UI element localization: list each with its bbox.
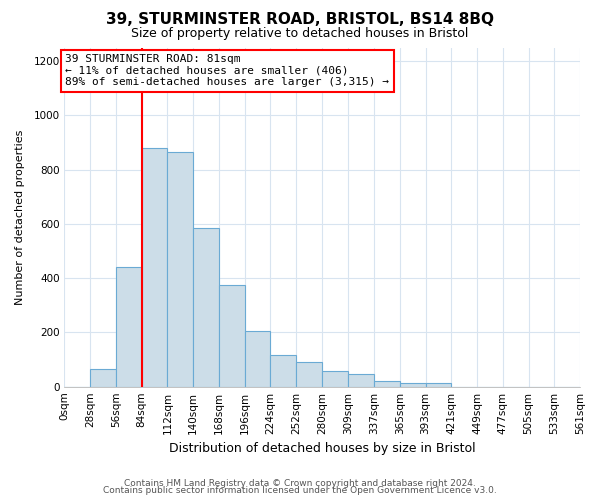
Bar <box>167 152 193 386</box>
Bar <box>245 331 270 386</box>
Bar <box>90 369 116 386</box>
Bar <box>193 228 219 386</box>
Bar <box>296 362 322 386</box>
Bar <box>349 374 374 386</box>
Text: 39, STURMINSTER ROAD, BRISTOL, BS14 8BQ: 39, STURMINSTER ROAD, BRISTOL, BS14 8BQ <box>106 12 494 28</box>
Bar <box>425 382 451 386</box>
Bar <box>142 148 167 386</box>
Bar <box>322 371 349 386</box>
Text: 39 STURMINSTER ROAD: 81sqm
← 11% of detached houses are smaller (406)
89% of sem: 39 STURMINSTER ROAD: 81sqm ← 11% of deta… <box>65 54 389 88</box>
Bar <box>219 285 245 386</box>
Bar <box>116 268 142 386</box>
Bar <box>270 356 296 386</box>
Text: Contains public sector information licensed under the Open Government Licence v3: Contains public sector information licen… <box>103 486 497 495</box>
X-axis label: Distribution of detached houses by size in Bristol: Distribution of detached houses by size … <box>169 442 476 455</box>
Text: Size of property relative to detached houses in Bristol: Size of property relative to detached ho… <box>131 28 469 40</box>
Bar <box>400 382 425 386</box>
Text: Contains HM Land Registry data © Crown copyright and database right 2024.: Contains HM Land Registry data © Crown c… <box>124 478 476 488</box>
Bar <box>374 380 400 386</box>
Y-axis label: Number of detached properties: Number of detached properties <box>15 130 25 305</box>
